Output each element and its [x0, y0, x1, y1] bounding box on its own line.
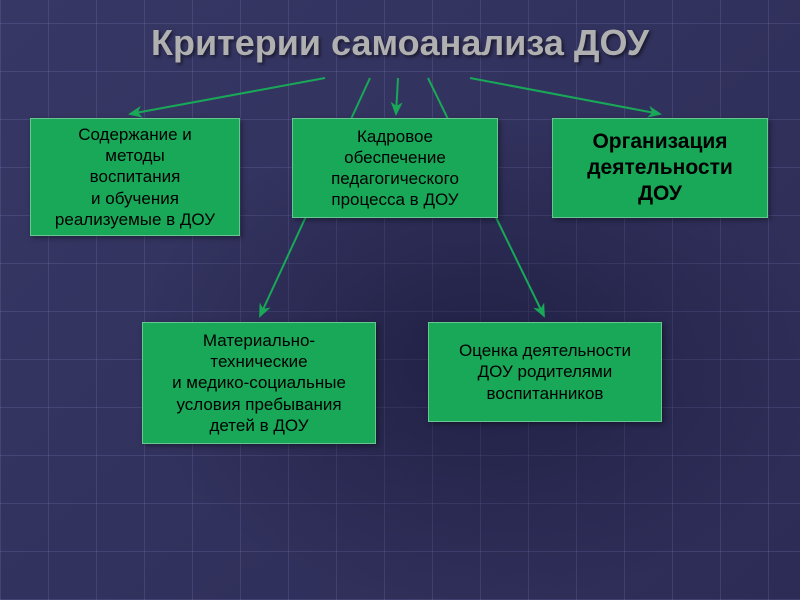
box-text-line: и медико-социальные	[172, 372, 346, 393]
box-text-line: деятельности	[587, 155, 733, 181]
box-text-line: детей в ДОУ	[210, 415, 309, 436]
criterion-box-material-conditions: Материально-техническиеи медико-социальн…	[142, 322, 376, 444]
criterion-box-parent-evaluation: Оценка деятельностиДОУ родителямивоспита…	[428, 322, 662, 422]
arrows-layer	[0, 0, 800, 600]
box-text-line: педагогического	[331, 168, 459, 189]
slide: Критерии самоанализа ДОУ Содержание имет…	[0, 0, 800, 600]
slide-title: Критерии самоанализа ДОУ	[0, 22, 800, 64]
box-text-line: воспитания	[90, 166, 181, 187]
box-text-line: технические	[210, 351, 307, 372]
box-text-line: реализуемые в ДОУ	[55, 209, 215, 230]
connector-arrow	[396, 78, 398, 114]
box-text-line: воспитанников	[487, 383, 604, 404]
criterion-box-organization: ОрганизациядеятельностиДОУ	[552, 118, 768, 218]
box-text-line: условия пребывания	[176, 394, 341, 415]
box-text-line: ДОУ	[638, 181, 682, 207]
box-text-line: Кадровое	[357, 126, 433, 147]
criterion-box-content-methods: Содержание иметодывоспитанияи обученияре…	[30, 118, 240, 236]
criterion-box-staffing: Кадровоеобеспечениепедагогическогопроцес…	[292, 118, 498, 218]
box-text-line: и обучения	[91, 188, 179, 209]
box-text-line: Организация	[592, 129, 727, 155]
box-text-line: Материально-	[203, 330, 315, 351]
box-text-line: методы	[105, 145, 164, 166]
box-text-line: обеспечение	[344, 147, 446, 168]
box-text-line: Оценка деятельности	[459, 340, 631, 361]
box-text-line: Содержание и	[78, 124, 192, 145]
box-text-line: ДОУ родителями	[478, 361, 613, 382]
connector-arrow	[130, 78, 325, 114]
connector-arrow	[470, 78, 660, 114]
box-text-line: процесса в ДОУ	[331, 189, 458, 210]
